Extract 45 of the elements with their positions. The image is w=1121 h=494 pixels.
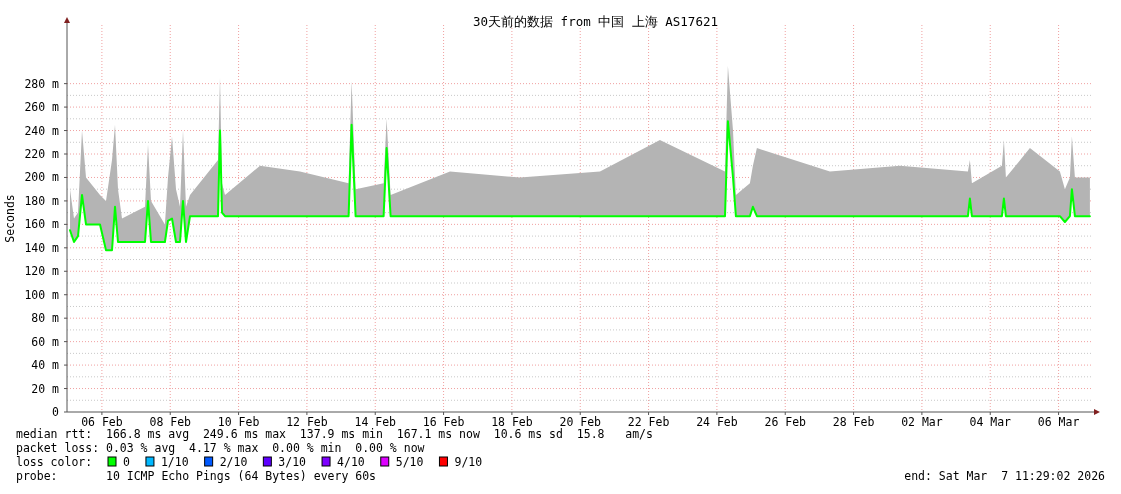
legend-label: 0 [123,455,130,469]
x-tick-label: 06 Feb [81,415,123,429]
x-tick-label: 22 Feb [627,415,670,429]
y-tick-label: 100 m [24,287,60,302]
x-tick-label: 02 Mar [901,415,943,429]
x-tick-label: 24 Feb [696,415,738,429]
x-tick-label: 12 Feb [286,415,328,429]
y-tick-label: 140 m [24,240,60,255]
text: packet loss: 0.03 % avg 4.17 % max 0.00 % min 0.00 % now [16,441,425,455]
legend-label: 3/10 [278,455,307,469]
y-tick-label: 160 m [24,217,60,232]
x-tick-label: 28 Feb [832,415,875,429]
y-tick-label: 180 m [24,193,60,208]
text: probe: 10 ICMP Echo Pings (64 Bytes) every 60s [16,469,377,483]
x-tick-label: 06 Mar [1037,415,1080,429]
legend-label: 4/10 [337,455,365,469]
y-tick-label: 0 [52,405,60,419]
chart-title: 30天前的数据 from 中国 上海 AS17621 [473,14,718,29]
legend-label: 5/10 [395,455,424,469]
x-tick-label: 04 Mar [969,415,1012,429]
y-tick-label: 20 m [31,381,60,396]
x-tick-label: 18 Feb [491,415,533,429]
y-tick-label: 220 m [24,147,60,161]
y-tick-label: 240 m [24,123,60,138]
y-tick-label: 280 m [24,76,60,91]
x-tick-label: 10 Feb [217,415,260,429]
y-axis-title: Seconds [3,194,17,243]
y-tick-label: 60 m [31,334,60,349]
y-tick-label: 260 m [24,100,60,115]
x-tick-label: 08 Feb [149,415,192,429]
line-series [69,120,1091,252]
legend-label: 9/10 [454,455,483,469]
legend-label: 2/10 [219,455,248,469]
x-tick-label: 16 Feb [422,415,465,429]
y-tick-label: 120 m [24,264,60,279]
legend-label: 1/10 [160,455,189,469]
x-tick-label: 20 Feb [559,415,602,429]
y-tick-label: 80 m [31,311,60,326]
x-tick-label: 14 Feb [354,415,397,429]
legend-title: loss color: [16,455,93,469]
y-tick-label: 200 m [24,170,60,185]
x-tick-label: 26 Feb [764,415,807,429]
text: end: Sat Mar 7 11:29:02 2026 [904,469,1106,483]
text: median rtt: 166.8 ms avg 249.6 ms max 137.9 ms min 167.1 ms now 10.6 ms sd 15.8 am/s [16,427,653,441]
y-tick-label: 40 m [31,358,60,373]
